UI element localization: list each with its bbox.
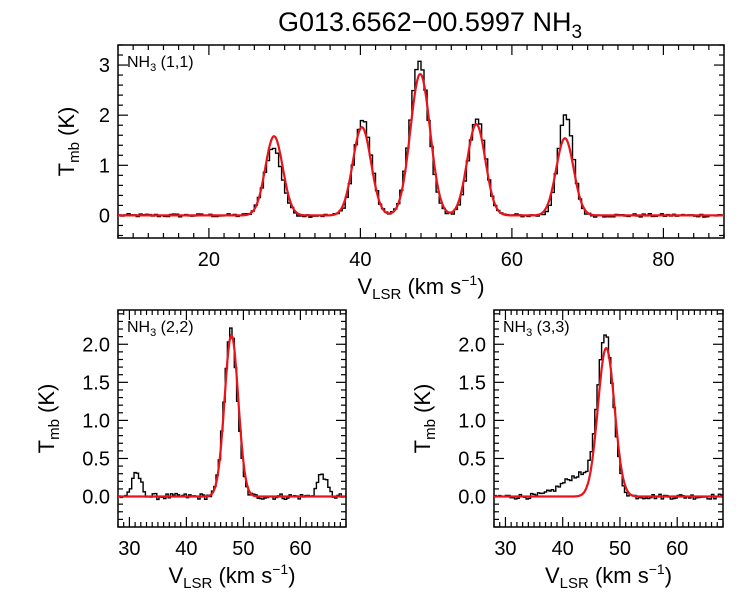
panel-annotation: NH3 (3,3)	[503, 319, 570, 339]
y-axis-label: Tmb (K)	[34, 384, 63, 454]
x-tick-label: 80	[652, 249, 674, 271]
panels: 20 40 60 80 0 1 2 3 VLSR (km s−1) Tmb (K) NH3 (1,1…	[34, 44, 725, 592]
x-tick-label: 40	[349, 249, 371, 271]
y-tick-label: 2.0	[458, 334, 486, 356]
y-tick-label: 0	[99, 205, 110, 227]
y-tick-label: 1	[99, 155, 110, 177]
y-tick-label: 1.0	[458, 410, 486, 432]
y-tick-label: 3	[99, 55, 110, 77]
y-tick-label: 1.5	[458, 372, 486, 394]
panel-bottom-right: 30 40 50 60 0.0 0.5 1.0 1.5 2.0 VLSR (km s−1) Tmb …	[410, 309, 724, 592]
x-tick-label: 60	[501, 249, 523, 271]
x-tick-label: 40	[175, 538, 197, 560]
y-tick-label: 0.0	[458, 487, 486, 509]
figure-title-sub: 3	[571, 22, 582, 43]
y-tick-label: 1.5	[82, 372, 110, 394]
y-tick-label: 0.0	[82, 487, 110, 509]
observed-spectrum-line	[118, 60, 724, 218]
panel-bottom-left: 30 40 50 60 0.0 0.5 1.0 1.5 2.0 VLSR (km s−1) Tmb …	[34, 309, 347, 592]
y-tick-label: 0.5	[458, 448, 486, 470]
panel-top: 20 40 60 80 0 1 2 3 VLSR (km s−1) Tmb (K) NH3 (1,1…	[54, 44, 725, 303]
x-tick-label: 60	[289, 538, 311, 560]
fit-model-line	[118, 72, 724, 217]
x-tick-label: 60	[666, 538, 688, 560]
figure-title-main: G013.6562−00.5997 NH	[278, 7, 571, 37]
panel-annotation: NH3 (2,2)	[127, 319, 194, 339]
fit-model-line	[118, 333, 346, 498]
y-tick-label: 2.0	[82, 334, 110, 356]
x-tick-label: 30	[494, 538, 516, 560]
fit-model-line	[494, 346, 723, 498]
x-tick-label: 20	[198, 249, 220, 271]
observed-spectrum-line	[118, 327, 346, 501]
y-axis-label: Tmb (K)	[54, 107, 83, 177]
x-tick-label: 40	[552, 538, 574, 560]
figure-title: G013.6562−00.5997 NH3	[278, 7, 582, 43]
x-tick-label: 50	[232, 538, 254, 560]
x-axis-label: VLSR (km s−1)	[357, 272, 484, 303]
x-tick-label: 50	[609, 538, 631, 560]
x-axis-label: VLSR (km s−1)	[168, 561, 295, 592]
y-tick-label: 2	[99, 105, 110, 127]
y-axis-label: Tmb (K)	[410, 384, 439, 454]
y-tick-label: 1.0	[82, 410, 110, 432]
x-tick-label: 30	[118, 538, 140, 560]
panel-annotation: NH3 (1,1)	[127, 54, 194, 74]
x-axis-label: VLSR (km s−1)	[545, 561, 672, 592]
y-tick-label: 0.5	[82, 448, 110, 470]
